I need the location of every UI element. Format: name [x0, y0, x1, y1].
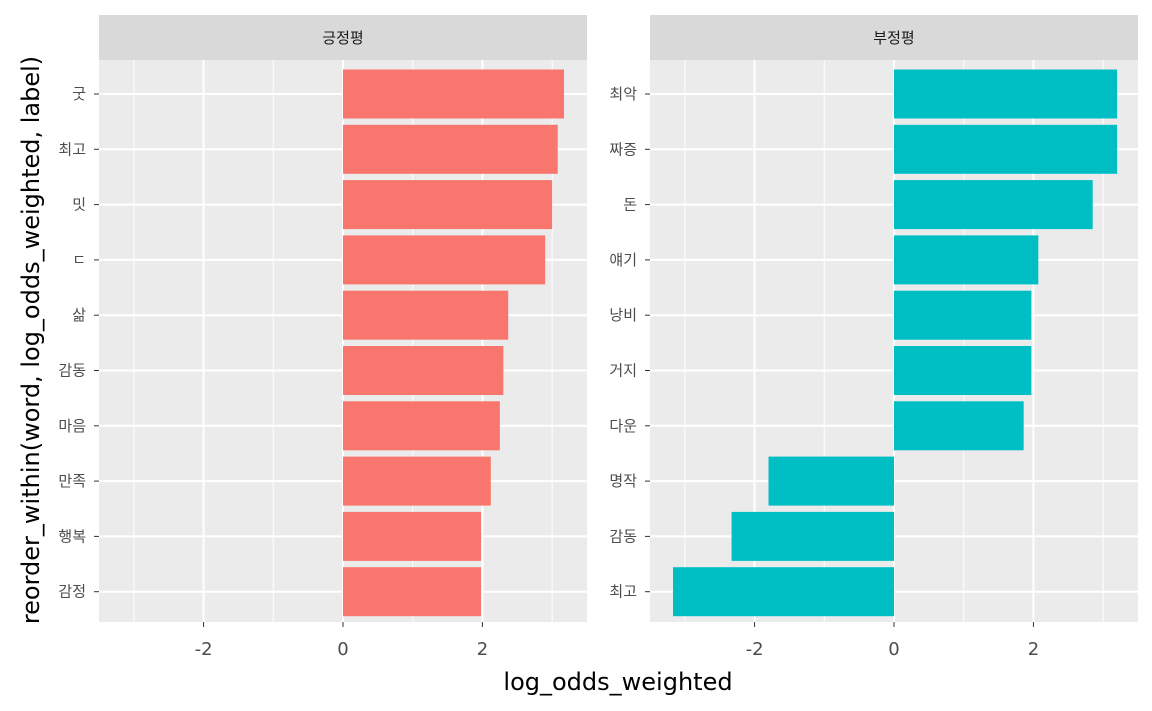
y-tick-label: 최고 [609, 583, 637, 601]
bar [343, 69, 564, 119]
y-tick-label: 명작 [609, 472, 637, 490]
x-tick-label: -2 [195, 639, 213, 660]
bar [894, 124, 1118, 174]
bar [343, 290, 509, 340]
x-tick-label: 2 [477, 639, 488, 660]
bar [343, 511, 482, 561]
y-tick-label: 밋 [72, 196, 86, 214]
y-tick-label: 돈 [623, 196, 637, 214]
x-tick-label: 0 [337, 639, 348, 660]
y-tick-label: 얘기 [609, 251, 637, 269]
y-tick-label: 최고 [58, 140, 86, 158]
y-tick-label: 감정 [58, 583, 86, 601]
y-tick-label: 다운 [609, 417, 637, 435]
y-tick-label: 행복 [58, 527, 86, 545]
y-tick-label: 짜증 [609, 140, 637, 158]
y-tick-label: 마음 [58, 417, 86, 435]
facet-strip-label: 긍정평 [322, 29, 363, 47]
bar [894, 235, 1039, 285]
bar [343, 401, 500, 451]
y-tick-label: 감동 [58, 362, 86, 380]
facet-strip-label: 부정평 [873, 29, 914, 47]
bar [894, 346, 1032, 395]
y-tick-label: 최악 [609, 85, 637, 103]
y-axis-title: reorder_within(word, log_odds_weighted, … [17, 56, 45, 624]
bar [894, 290, 1032, 340]
bar [343, 180, 553, 230]
bar [343, 346, 504, 395]
y-tick-label: 굿 [72, 85, 86, 103]
y-tick-label: 낭비 [609, 306, 637, 324]
y-tick-label: 거지 [609, 362, 637, 380]
bar [894, 69, 1118, 119]
x-tick-label: 2 [1028, 639, 1039, 660]
x-tick-label: 0 [888, 639, 899, 660]
y-tick-label: 만족 [58, 472, 86, 490]
bar [731, 511, 894, 561]
y-tick-label: 감동 [609, 527, 637, 545]
bar [343, 235, 546, 285]
bar [768, 456, 894, 506]
bar [673, 567, 894, 617]
bar [894, 401, 1024, 451]
bar [894, 180, 1093, 230]
y-tick-label: ㄷ [72, 251, 86, 269]
x-tick-label: -2 [746, 639, 764, 660]
bar [343, 124, 558, 174]
bar [343, 456, 491, 506]
x-axis-title: log_odds_weighted [503, 668, 732, 696]
facet-strip [99, 15, 587, 60]
y-tick-label: 삶 [72, 306, 86, 324]
facet-strip [650, 15, 1138, 60]
bar [343, 567, 482, 617]
